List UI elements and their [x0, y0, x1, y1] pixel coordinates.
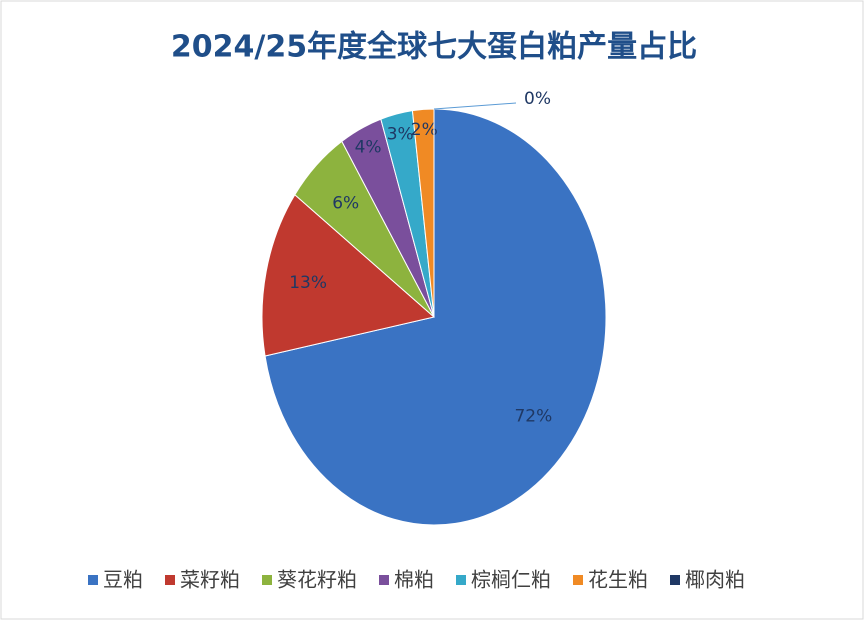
legend-swatch: [262, 575, 272, 585]
legend-label: 棕榈仁粕: [471, 568, 551, 592]
data-label: 72%: [514, 406, 552, 426]
legend-swatch: [573, 575, 583, 585]
chart-title: 2024/25年度全球七大蛋白粕产量占比: [171, 30, 697, 65]
legend-label: 花生粕: [588, 568, 648, 592]
legend-label: 棉粕: [394, 568, 434, 592]
legend-label: 菜籽粕: [180, 568, 240, 592]
legend-label: 豆粕: [103, 568, 143, 592]
data-label: 4%: [355, 138, 382, 158]
leader-line: [433, 102, 517, 110]
legend-swatch: [456, 575, 466, 585]
legend-label: 葵花籽粕: [277, 568, 357, 592]
data-label: 6%: [332, 193, 359, 213]
pie-slice: [264, 108, 607, 526]
legend-label: 椰肉粕: [685, 568, 745, 592]
data-label: 2%: [411, 120, 438, 140]
legend-swatch: [165, 575, 175, 585]
legend-swatch: [379, 575, 389, 585]
pie-slice: [261, 193, 436, 357]
data-label: 13%: [289, 273, 327, 293]
legend-swatch: [670, 575, 680, 585]
data-label: 3%: [387, 124, 414, 144]
legend-swatch: [88, 575, 98, 585]
data-label: 0%: [524, 89, 551, 109]
